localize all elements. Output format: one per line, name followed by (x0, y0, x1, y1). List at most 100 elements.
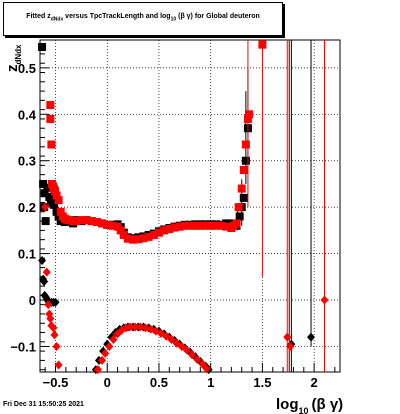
square-point (103, 220, 112, 229)
diamond-point (172, 338, 181, 348)
square-point (211, 221, 220, 230)
square-point (77, 216, 86, 225)
title-suffix: (β γ) for Global deuteron (178, 13, 260, 20)
y-tick-label: 0.5 (18, 61, 36, 76)
diamond-point (193, 354, 202, 364)
diamond-point (121, 323, 130, 333)
square-point (170, 223, 179, 232)
square-point (186, 221, 194, 230)
x-tick-label: 0 (104, 375, 111, 390)
x-tick-label: 0.5 (150, 375, 168, 390)
plot-frame (39, 39, 341, 373)
square-point (52, 191, 61, 200)
diamond-point (162, 331, 171, 341)
diamond-point (98, 355, 107, 365)
square-point (241, 140, 250, 149)
diamond-point (49, 323, 58, 333)
diamond-point (40, 276, 49, 286)
title-z-sub: dNdx (50, 16, 64, 23)
square-point (82, 216, 91, 225)
square-point (149, 231, 158, 240)
diamond-point (131, 322, 140, 332)
square-point (87, 217, 96, 226)
square-point (46, 101, 55, 110)
square-point (64, 216, 73, 225)
square-point (165, 224, 174, 233)
square-point (43, 183, 52, 192)
square-point (54, 212, 63, 221)
title-box: Fitted zdNdx versus TpcTrackLength and l… (3, 2, 283, 36)
diamond-point (41, 202, 50, 212)
diamond-point (198, 359, 207, 369)
timestamp: Fri Dec 31 15:50:25 2021 (3, 401, 84, 408)
square-point (123, 234, 132, 243)
square-point (38, 42, 47, 51)
square-point (201, 221, 210, 230)
square-point (243, 114, 252, 123)
square-point (56, 217, 65, 226)
square-point (232, 219, 241, 228)
diamond-point (52, 341, 61, 351)
diamond-point (93, 365, 102, 375)
diamond-point (46, 314, 55, 324)
diamond-point (38, 256, 47, 266)
square-point (49, 200, 58, 209)
diamond-point (167, 334, 176, 344)
square-point (175, 222, 184, 231)
square-point (129, 235, 138, 244)
square-point (239, 166, 248, 175)
data-marks (38, 40, 329, 375)
square-point (134, 235, 143, 244)
square-point (41, 217, 50, 226)
y-axis-label: zdNdx (4, 44, 23, 72)
square-point (244, 110, 253, 119)
square-point (98, 219, 107, 228)
diamond-point (42, 267, 51, 277)
y-tick-label: 0.4 (18, 107, 37, 122)
square-point (72, 217, 81, 226)
diamond-point (109, 334, 118, 344)
y-tick-label: 0.3 (18, 154, 36, 169)
square-point (241, 156, 250, 165)
diamond-point (50, 330, 59, 340)
square-point (154, 228, 163, 237)
square-point (92, 218, 101, 227)
square-point (196, 221, 205, 230)
square-point (237, 184, 246, 193)
diamond-point (182, 345, 191, 355)
square-point (119, 231, 128, 240)
square-point (206, 221, 215, 230)
square-point (40, 189, 49, 198)
square-point (52, 207, 61, 216)
diamond-point (126, 322, 134, 332)
x-tick-label: 1 (207, 375, 214, 390)
title-prefix: Fitted (26, 13, 46, 20)
square-point (217, 221, 226, 230)
square-point (180, 221, 189, 230)
square-point (191, 221, 200, 230)
title-log-sub: 10 (170, 16, 177, 23)
square-point (258, 40, 267, 49)
tick-labels: −0.5 0 0.5 1 1.5 2 −0.1 0 0.1 0.2 0.3 0.4 0.5 (10, 61, 317, 390)
diamond-point (101, 348, 110, 358)
diamond-point (105, 341, 114, 351)
diamond-point (286, 341, 295, 351)
diamond-point (283, 332, 292, 342)
y-tick-label: 0.1 (18, 247, 36, 262)
title-middle: versus TpcTrackLength and log (65, 13, 171, 20)
square-point (222, 222, 231, 231)
x-tick-label: 1.5 (253, 375, 271, 390)
square-point (39, 179, 48, 188)
x-axis-label: log10 (β γ) (276, 396, 343, 414)
square-point (54, 196, 63, 205)
x-tick-label: 2 (311, 375, 318, 390)
diamond-point (202, 364, 211, 374)
chart-title: Fitted zdNdx versus TpcTrackLength and l… (4, 13, 282, 22)
diamond-point (320, 295, 329, 305)
square-point (234, 203, 243, 212)
square-point (51, 186, 59, 195)
y-tick-label: −0.1 (10, 339, 36, 354)
square-point (56, 207, 65, 216)
title-z: z (47, 13, 51, 20)
